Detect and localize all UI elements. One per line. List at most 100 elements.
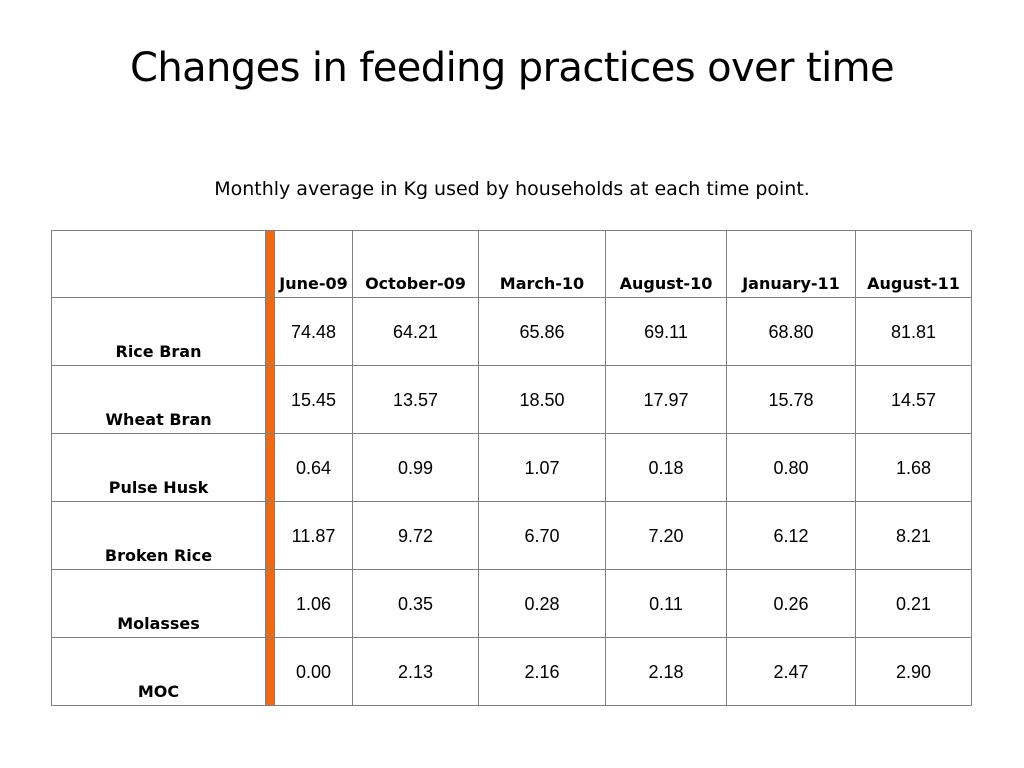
slide-subtitle: Monthly average in Kg used by households… <box>214 178 810 200</box>
row-label-cell: Pulse Husk <box>51 433 266 502</box>
table-row: Wheat Bran 15.45 13.57 18.50 17.97 15.78… <box>51 365 972 434</box>
slide-title: Changes in feeding practices over time <box>130 45 895 91</box>
cell-value: 81.81 <box>890 322 937 342</box>
cell-value: 0.28 <box>524 594 560 614</box>
table-cell: 1.68 <box>855 433 972 502</box>
row-label-cell: Rice Bran <box>51 297 266 366</box>
column-header-label: August-11 <box>867 274 960 293</box>
cell-value: 69.11 <box>644 322 688 342</box>
column-header-label: October-09 <box>365 274 466 293</box>
table-cell: 18.50 <box>478 365 606 434</box>
table-cell: 17.97 <box>605 365 727 434</box>
table-cell: 0.99 <box>352 433 479 502</box>
column-header-label: January-11 <box>742 274 840 293</box>
row-label: Pulse Husk <box>108 478 209 497</box>
table-cell: 7.20 <box>605 501 727 570</box>
cell-value: 7.20 <box>648 526 684 546</box>
table-cell: 15.45 <box>274 365 353 434</box>
column-header-label: March-10 <box>499 274 585 293</box>
column-header: March-10 <box>478 230 606 298</box>
table-row: Molasses 1.06 0.35 0.28 0.11 0.26 0.21 <box>51 569 972 638</box>
cell-value: 15.45 <box>290 390 337 410</box>
column-header: August-10 <box>605 230 727 298</box>
column-header: October-09 <box>352 230 479 298</box>
cell-value: 0.18 <box>648 458 684 478</box>
row-label: Wheat Bran <box>105 410 212 429</box>
table-cell: 6.70 <box>478 501 606 570</box>
cell-value: 0.80 <box>773 458 809 478</box>
cell-value: 0.00 <box>295 662 332 682</box>
table-cell: 74.48 <box>274 297 353 366</box>
row-label-cell: Broken Rice <box>51 501 266 570</box>
cell-value: 74.48 <box>290 322 337 342</box>
table-cell: 2.47 <box>726 637 856 706</box>
table-cell: 64.21 <box>352 297 479 366</box>
cell-value: 9.72 <box>397 526 434 546</box>
table-cell: 81.81 <box>855 297 972 366</box>
cell-value: 0.11 <box>649 594 683 614</box>
cell-value: 8.21 <box>895 526 932 546</box>
cell-value: 2.13 <box>397 662 434 682</box>
row-label-cell: MOC <box>51 637 266 706</box>
accent-bar <box>265 365 275 434</box>
cell-value: 64.21 <box>392 322 439 342</box>
feeding-table: June-09 October-09 March-10 August-10 Ja… <box>51 230 972 706</box>
cell-value: 13.57 <box>392 390 439 410</box>
table-cell: 13.57 <box>352 365 479 434</box>
column-header-label: June-09 <box>279 274 348 293</box>
accent-bar <box>265 230 275 298</box>
table-cell: 0.26 <box>726 569 856 638</box>
cell-value: 2.47 <box>773 662 809 682</box>
column-header-label: August-10 <box>619 274 713 293</box>
cell-value: 1.68 <box>895 458 932 478</box>
cell-value: 0.21 <box>895 594 932 614</box>
row-label: Molasses <box>117 614 200 633</box>
header-corner-cell <box>51 230 266 298</box>
cell-value: 1.07 <box>524 458 560 478</box>
table-header-row: June-09 October-09 March-10 August-10 Ja… <box>51 230 972 298</box>
table-cell: 0.35 <box>352 569 479 638</box>
table-cell: 0.28 <box>478 569 606 638</box>
table-cell: 0.00 <box>274 637 353 706</box>
row-label-cell: Wheat Bran <box>51 365 266 434</box>
cell-value: 1.06 <box>295 594 332 614</box>
cell-value: 2.16 <box>524 662 560 682</box>
table-cell: 15.78 <box>726 365 856 434</box>
table-row: Rice Bran 74.48 64.21 65.86 69.11 68.80 … <box>51 297 972 366</box>
table-cell: 65.86 <box>478 297 606 366</box>
accent-bar <box>265 297 275 366</box>
cell-value: 11.87 <box>291 526 336 546</box>
table-cell: 0.64 <box>274 433 353 502</box>
table-cell: 9.72 <box>352 501 479 570</box>
accent-bar <box>265 501 275 570</box>
row-label: MOC <box>137 682 180 701</box>
row-label-cell: Molasses <box>51 569 266 638</box>
table-cell: 11.87 <box>274 501 353 570</box>
column-header: June-09 <box>274 230 353 298</box>
accent-bar <box>265 637 275 706</box>
column-header: January-11 <box>726 230 856 298</box>
table-cell: 8.21 <box>855 501 972 570</box>
table-cell: 1.07 <box>478 433 606 502</box>
cell-value: 0.35 <box>397 594 434 614</box>
table-cell: 14.57 <box>855 365 972 434</box>
cell-value: 68.80 <box>768 322 814 342</box>
table-cell: 69.11 <box>605 297 727 366</box>
cell-value: 0.99 <box>397 458 434 478</box>
table-cell: 0.80 <box>726 433 856 502</box>
table-cell: 2.90 <box>855 637 972 706</box>
cell-value: 14.57 <box>890 390 937 410</box>
cell-value: 15.78 <box>768 390 814 410</box>
table-row: Broken Rice 11.87 9.72 6.70 7.20 6.12 8.… <box>51 501 972 570</box>
table-cell: 1.06 <box>274 569 353 638</box>
cell-value: 65.86 <box>519 322 565 342</box>
table-row: MOC 0.00 2.13 2.16 2.18 2.47 2.90 <box>51 637 972 706</box>
cell-value: 6.70 <box>524 526 560 546</box>
table-cell: 2.13 <box>352 637 479 706</box>
table-cell: 0.18 <box>605 433 727 502</box>
table-cell: 0.11 <box>605 569 727 638</box>
cell-value: 0.64 <box>295 458 332 478</box>
cell-value: 2.18 <box>648 662 684 682</box>
table-row: Pulse Husk 0.64 0.99 1.07 0.18 0.80 1.68 <box>51 433 972 502</box>
table-cell: 68.80 <box>726 297 856 366</box>
